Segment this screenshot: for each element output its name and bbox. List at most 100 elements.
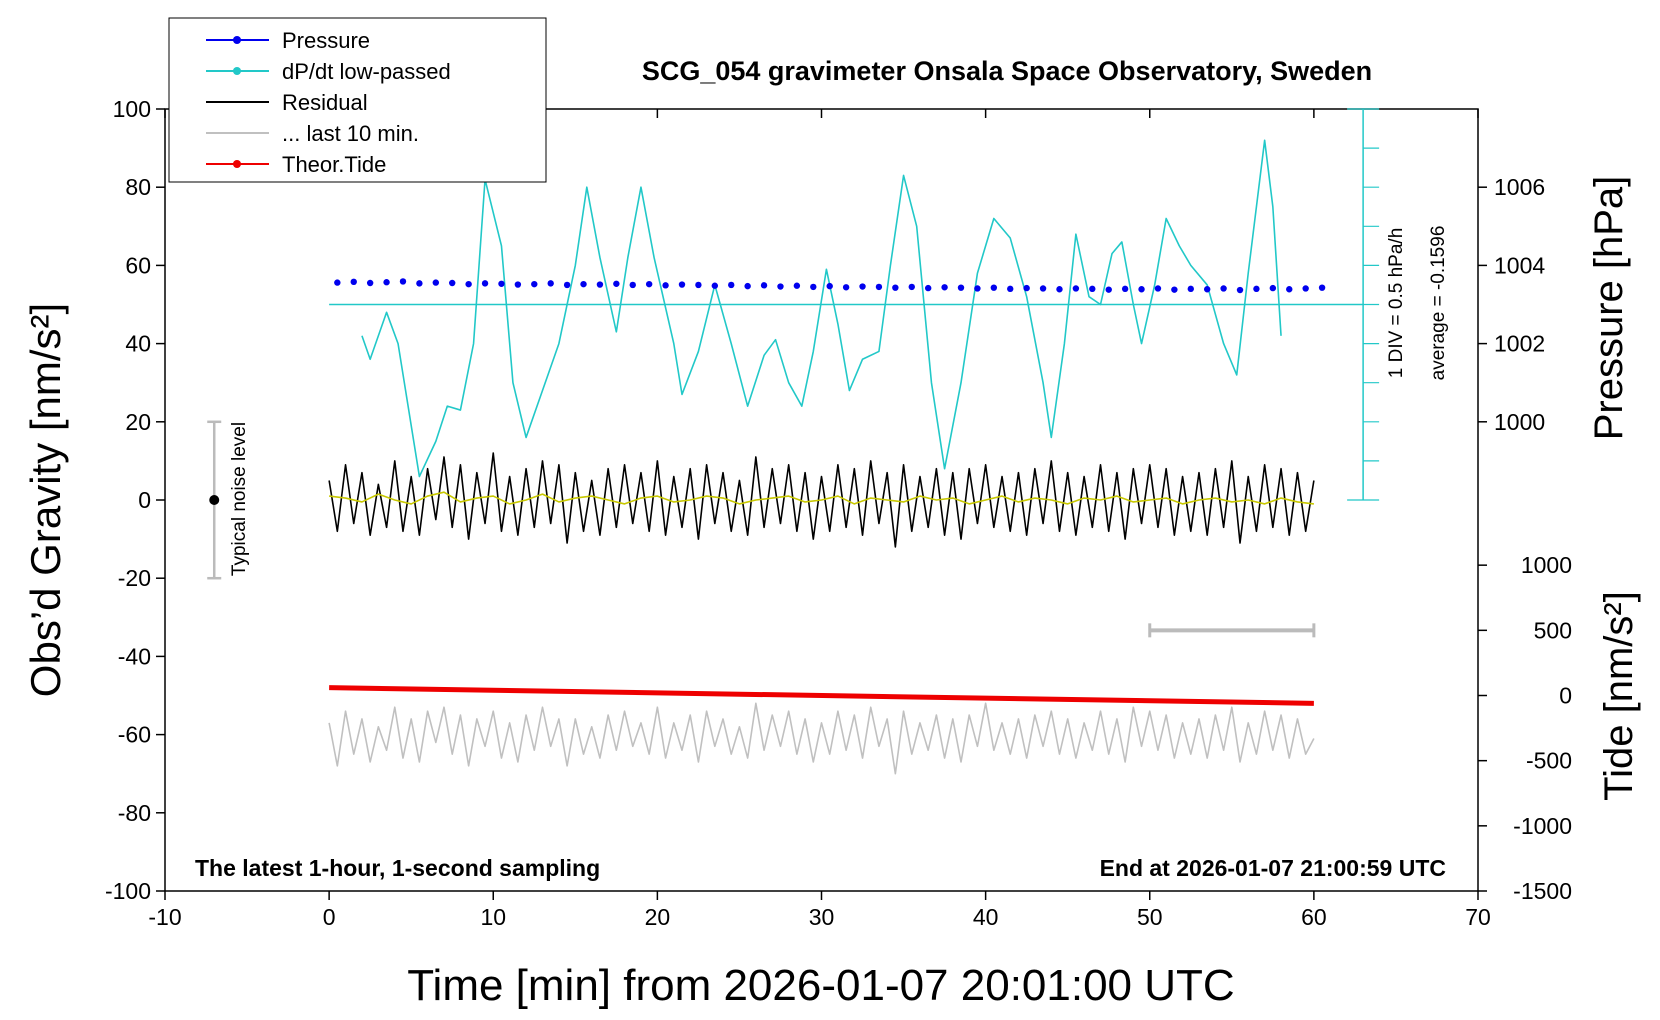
x-tick-label: 50 — [1137, 904, 1163, 930]
series-dot — [957, 284, 965, 291]
legend-marker — [233, 36, 241, 44]
legend-marker — [233, 67, 241, 75]
series-dot — [744, 282, 751, 290]
series-dot — [350, 278, 357, 286]
series-dot — [498, 280, 505, 287]
series-line — [329, 491, 1314, 505]
y2-tick-label: 1004 — [1494, 252, 1545, 278]
series-dot — [810, 283, 817, 291]
legend-label: Residual — [282, 90, 368, 115]
y-tick-label: 0 — [138, 487, 151, 513]
noise-center — [209, 495, 220, 505]
series-dot — [1072, 285, 1080, 292]
series-dot — [481, 280, 489, 287]
y3-tick-label: -500 — [1526, 748, 1572, 774]
y2-tick-label: 1006 — [1494, 174, 1545, 200]
series-dot — [580, 280, 587, 288]
annotation: 1 DIV = 0.5 hPa/h — [1386, 228, 1407, 379]
series-dot — [908, 283, 915, 291]
series-dot — [728, 281, 735, 289]
series-dot — [974, 285, 981, 292]
series-dot — [892, 284, 899, 291]
series-dot — [399, 278, 407, 285]
series-dot — [596, 281, 604, 288]
series-dot — [1105, 286, 1112, 293]
y2-tick-label: 1000 — [1494, 409, 1545, 435]
legend-box — [168, 17, 547, 183]
series-dot — [826, 282, 833, 290]
chart-title: SCG_054 gravimeter Onsala Space Observat… — [642, 56, 1372, 86]
series-dot — [1269, 284, 1277, 292]
series-dot — [645, 280, 653, 288]
series-dot — [547, 280, 554, 287]
series-dot — [924, 284, 932, 292]
legend-label: dP/dt low-passed — [282, 59, 451, 84]
series-dot — [432, 279, 440, 286]
series-dot — [662, 282, 669, 289]
series-dot — [1203, 286, 1211, 293]
series-dot — [1171, 286, 1178, 293]
series-line — [328, 702, 1315, 775]
series-dot — [629, 281, 636, 289]
x-tick-label: 70 — [1465, 904, 1491, 930]
series-dot — [1023, 284, 1030, 292]
series-dot — [416, 280, 423, 287]
legend-label: ... last 10 min. — [282, 121, 419, 146]
x-tick-label: 40 — [973, 904, 999, 930]
series-dot — [334, 279, 341, 286]
annotation: End at 2026-01-07 21:00:59 UTC — [1100, 855, 1446, 881]
x-tick-label: 30 — [809, 904, 835, 930]
series-dot — [990, 284, 998, 291]
y2-axis-label: Pressure [hPa] — [1587, 176, 1631, 441]
legend-label: Pressure — [282, 28, 370, 53]
series-dot — [449, 279, 456, 287]
series-dot — [366, 279, 374, 287]
y-axis-label: Obs’d Gravity [nm/s²] — [22, 303, 69, 697]
series-dot — [777, 283, 784, 290]
series-dot — [613, 280, 620, 287]
y-tick-label: 20 — [125, 409, 151, 435]
series-dot — [760, 282, 768, 289]
y-tick-label: 80 — [125, 174, 151, 200]
series-dot — [1302, 285, 1309, 292]
series-line — [328, 452, 1315, 548]
y3-tick-label: 0 — [1559, 683, 1572, 709]
y-tick-label: -60 — [118, 722, 151, 748]
series-dot — [1220, 285, 1227, 292]
series-dot — [1318, 284, 1326, 291]
x-tick-label: 0 — [323, 904, 336, 930]
y3-tick-label: 500 — [1534, 617, 1572, 643]
y3-tick-label: -1500 — [1513, 878, 1572, 904]
series-dot — [1187, 285, 1194, 293]
y-tick-label: -100 — [105, 878, 151, 904]
annotation: The latest 1-hour, 1-second sampling — [195, 855, 600, 881]
series-dot — [1138, 286, 1145, 293]
series-dot — [678, 281, 686, 288]
series-dot — [1056, 286, 1063, 293]
y-tick-label: 100 — [113, 96, 151, 122]
series-dot — [859, 283, 866, 290]
series-dot — [695, 281, 702, 289]
series-dot — [1154, 285, 1162, 292]
y3-axis-label: Tide [nm/s²] — [1597, 591, 1641, 801]
series-dot — [941, 284, 948, 291]
series-dot — [1236, 286, 1244, 294]
y-tick-label: -40 — [118, 643, 151, 669]
series-dot — [793, 282, 801, 289]
legend-label: Theor.Tide — [282, 152, 386, 177]
series-dot — [514, 281, 522, 288]
series-line — [361, 139, 1282, 478]
annotation: Typical noise level — [229, 422, 250, 576]
x-tick-label: 60 — [1301, 904, 1327, 930]
x-tick-label: 10 — [480, 904, 506, 930]
series-dot — [531, 280, 538, 288]
series-dot — [1121, 285, 1129, 293]
series-dot — [383, 279, 390, 286]
series-dot — [875, 283, 883, 291]
series-dot — [1039, 285, 1047, 292]
series-dot — [842, 284, 850, 291]
series-dot — [711, 282, 719, 289]
annotation: average = -0.1596 — [1428, 226, 1449, 381]
y-tick-label: -20 — [118, 565, 151, 591]
